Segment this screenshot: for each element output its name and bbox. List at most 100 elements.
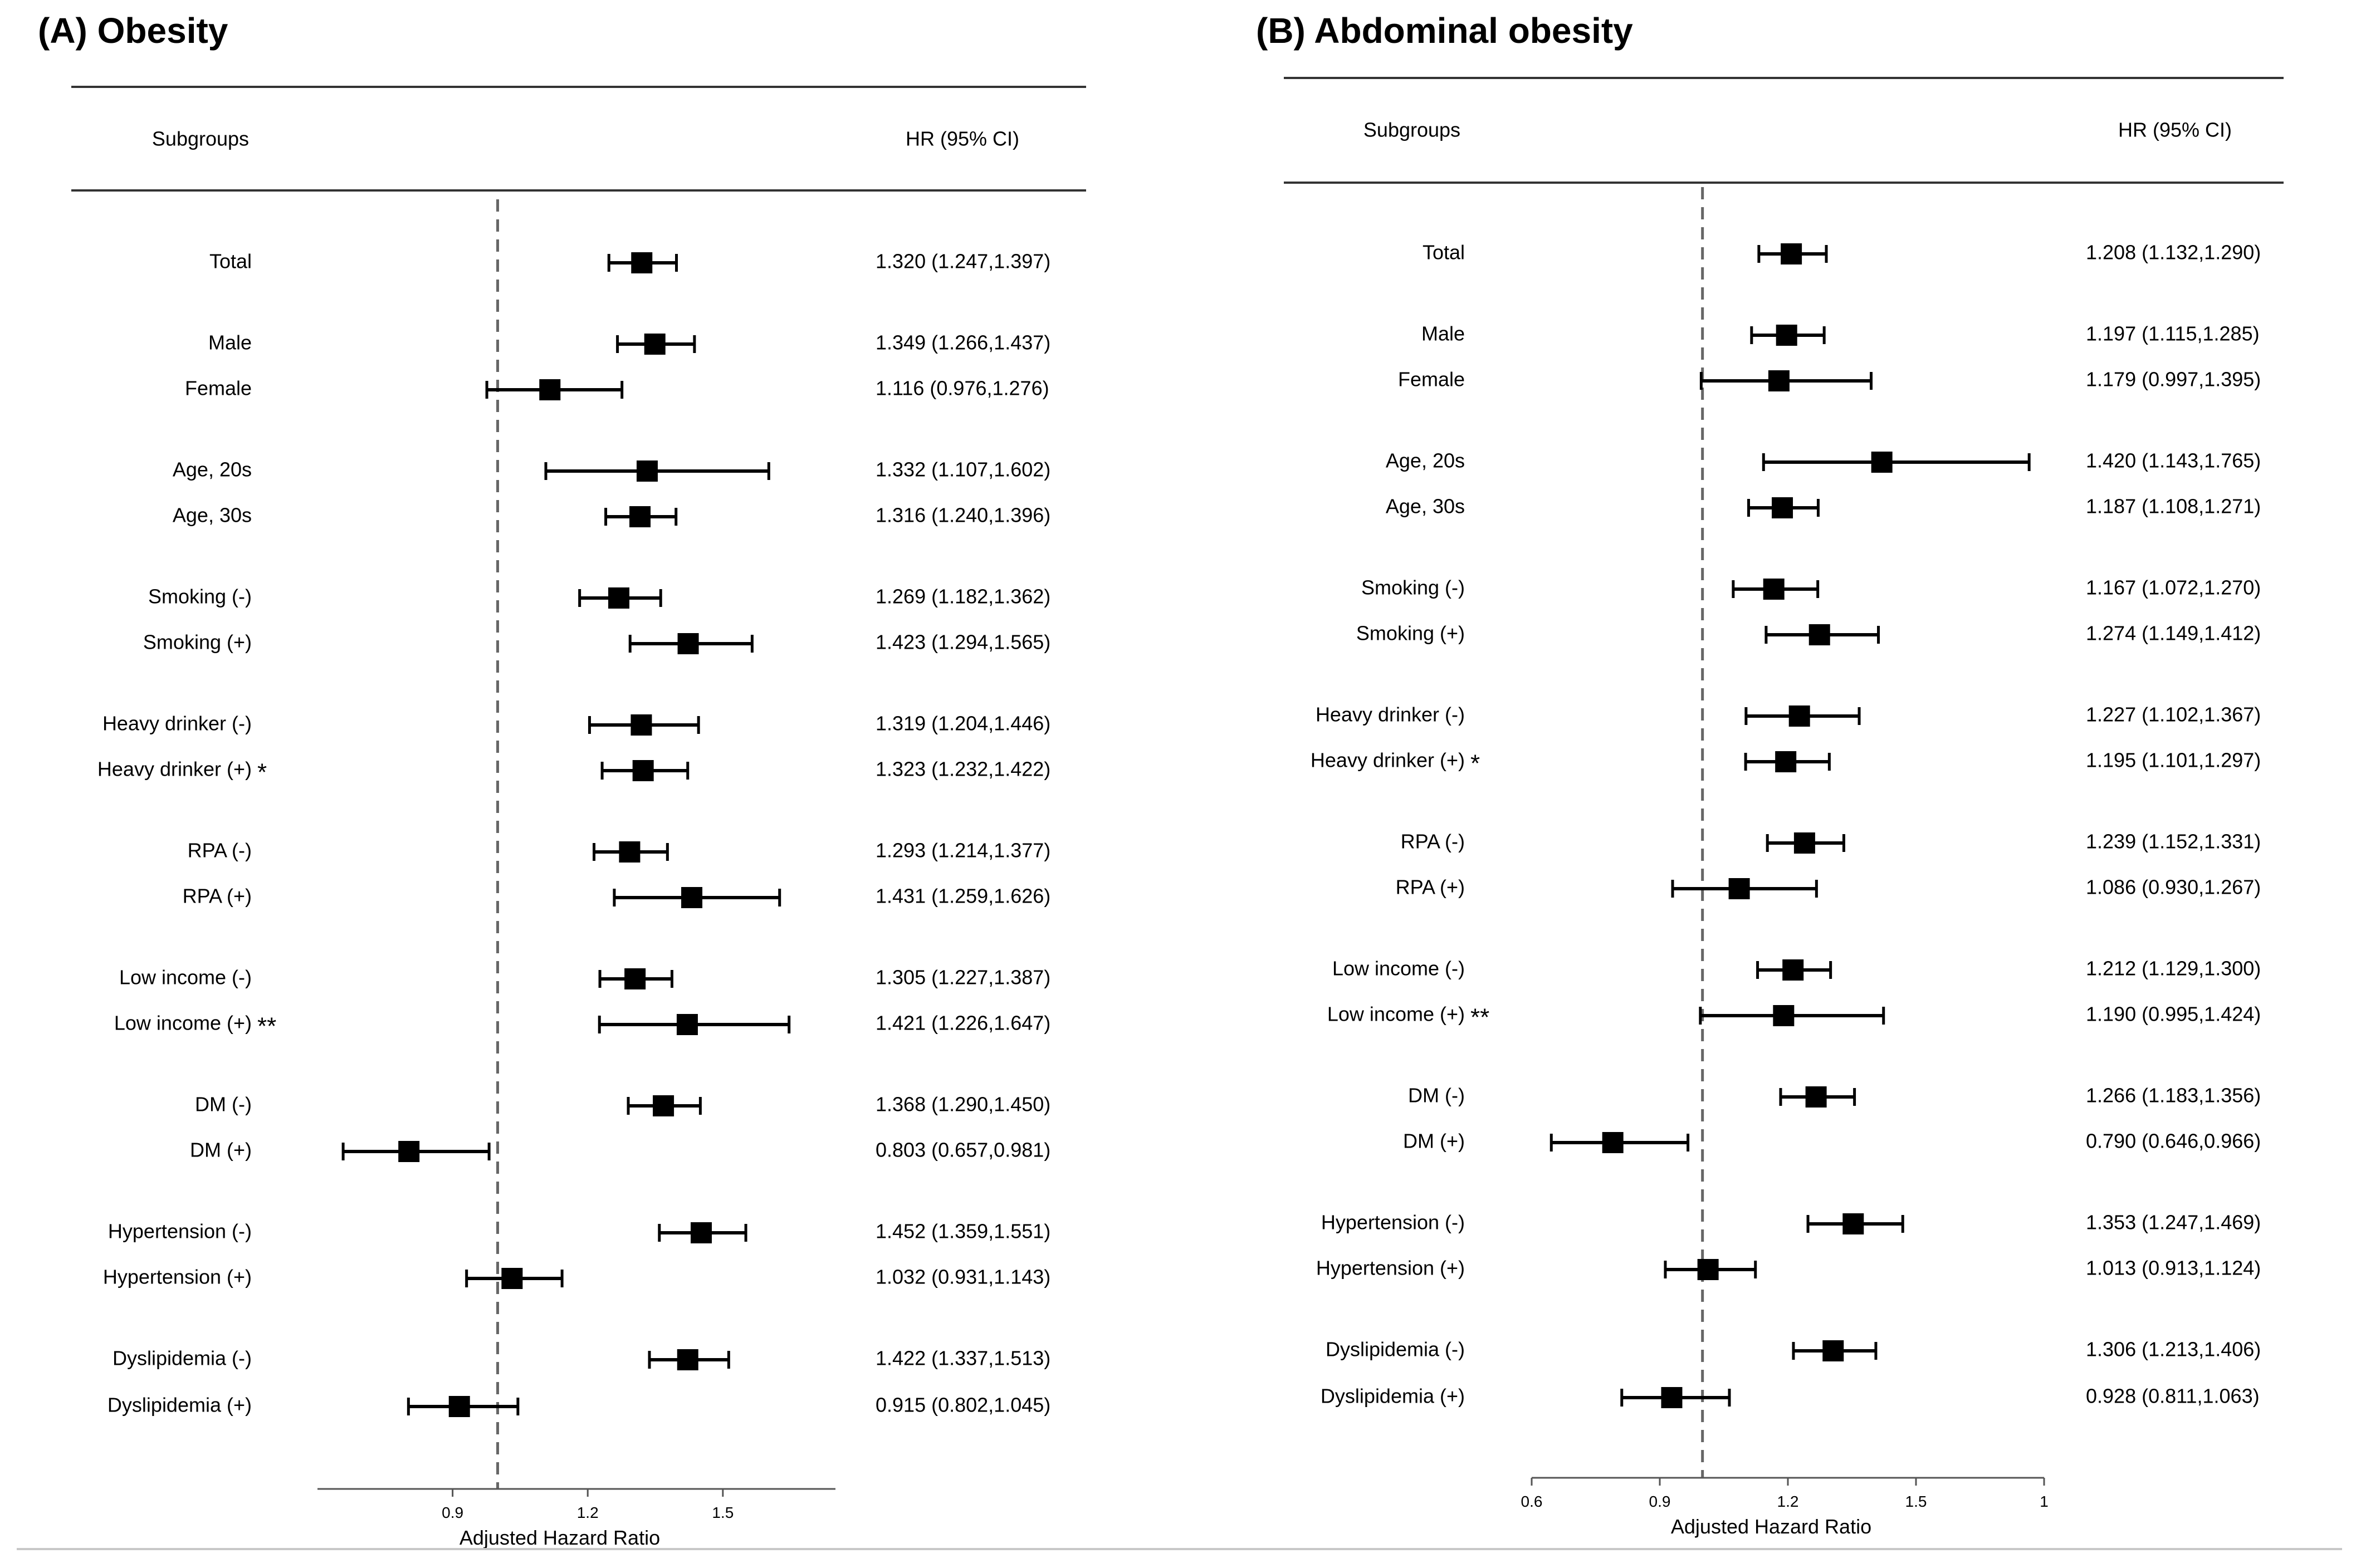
- hr-ci-value: 1.368 (1.290,1.450): [876, 1093, 1050, 1116]
- hr-ci-value: 1.269 (1.182,1.362): [876, 585, 1050, 608]
- hr-point-marker: [1773, 1005, 1795, 1026]
- hr-ci-value: 1.422 (1.337,1.513): [876, 1347, 1050, 1370]
- subgroup-label: Age, 20s: [173, 458, 252, 481]
- hr-ci-value: 1.349 (1.266,1.437): [876, 331, 1050, 354]
- significance-note: *: [1470, 750, 1480, 777]
- hr-point-marker: [608, 587, 630, 609]
- subgroup-label: RPA (-): [1401, 830, 1465, 853]
- hr-ci-value: 1.086 (0.930,1.267): [2086, 876, 2261, 899]
- hr-ci-value: 1.452 (1.359,1.551): [876, 1220, 1050, 1243]
- header-subgroups: Subgroups: [152, 128, 249, 150]
- hr-ci-value: 0.915 (0.802,1.045): [876, 1394, 1050, 1417]
- forest-panel-abdominal-obesity: (B) Abdominal obesity Subgroups HR (95% C…: [1178, 0, 2356, 1568]
- subgroup-label: Low income (-): [119, 966, 252, 989]
- subgroup-label: Smoking (-): [148, 585, 252, 608]
- hr-ci-value: 1.116 (0.976,1.276): [876, 377, 1049, 400]
- hr-ci-value: 1.187 (1.108,1.271): [2086, 495, 2261, 518]
- hr-point-marker: [1808, 624, 1830, 645]
- panel-title: (B) Abdominal obesity: [1256, 11, 1633, 51]
- hr-point-marker: [676, 1014, 698, 1035]
- hr-point-marker: [1763, 579, 1785, 600]
- x-tick-label: 1.5: [712, 1504, 734, 1521]
- subgroup-label: Age, 30s: [1386, 495, 1465, 518]
- hr-ci-value: 1.239 (1.152,1.331): [2086, 830, 2261, 853]
- hr-point-marker: [636, 460, 658, 482]
- subgroup-label: RPA (+): [1396, 876, 1465, 899]
- x-axis-label: Adjusted Hazard Ratio: [1671, 1515, 1871, 1538]
- hr-ci-value: 1.032 (0.931,1.143): [876, 1266, 1050, 1288]
- hr-point-marker: [1822, 1340, 1844, 1361]
- hr-ci-value: 1.179 (0.997,1.395): [2086, 368, 2261, 391]
- hr-point-marker: [677, 633, 699, 654]
- subgroup-label: Low income (-): [1332, 957, 1465, 980]
- hr-ci-value: 1.195 (1.101,1.297): [2086, 749, 2261, 772]
- hr-point-marker: [1793, 832, 1815, 854]
- subgroup-label: Hypertension (-): [1321, 1211, 1465, 1234]
- header-subgroups: Subgroups: [1363, 119, 1460, 141]
- subgroup-label: Dyslipidemia (-): [113, 1347, 252, 1370]
- hr-ci-value: 1.332 (1.107,1.602): [876, 458, 1050, 481]
- subgroup-label: DM (-): [1408, 1084, 1465, 1107]
- x-tick-label: 1.2: [577, 1504, 599, 1521]
- hr-point-marker: [1776, 325, 1797, 346]
- significance-note: **: [257, 1013, 276, 1040]
- hr-ci-value: 1.013 (0.913,1.124): [2086, 1257, 2261, 1280]
- hr-ci-value: 0.790 (0.646,0.966): [2086, 1130, 2261, 1153]
- hr-point-marker: [624, 968, 646, 989]
- hr-point-marker: [631, 252, 653, 273]
- hr-point-marker: [1697, 1259, 1719, 1280]
- hr-point-marker: [1772, 497, 1793, 518]
- hr-point-marker: [1602, 1132, 1624, 1153]
- hr-ci-value: 1.431 (1.259,1.626): [876, 885, 1050, 908]
- hr-ci-value: 1.197 (1.115,1.285): [2086, 322, 2260, 345]
- subgroup-label: Heavy drinker (+): [1311, 749, 1465, 772]
- hr-ci-value: 1.293 (1.214,1.377): [876, 839, 1050, 862]
- hr-ci-value: 1.320 (1.247,1.397): [876, 250, 1050, 273]
- subgroup-label: Age, 20s: [1386, 449, 1465, 472]
- subgroup-label: Dyslipidemia (-): [1326, 1338, 1465, 1361]
- hr-point-marker: [677, 1349, 698, 1370]
- hr-point-marker: [644, 334, 666, 355]
- hr-ci-value: 1.323 (1.232,1.422): [876, 758, 1050, 781]
- hr-point-marker: [653, 1095, 674, 1116]
- x-tick-label: 1: [2040, 1493, 2049, 1510]
- subgroup-label: Age, 30s: [173, 504, 252, 527]
- hr-ci-value: 0.803 (0.657,0.981): [876, 1139, 1050, 1162]
- hr-ci-value: 1.316 (1.240,1.396): [876, 504, 1050, 527]
- subgroup-label: Hypertension (+): [1316, 1257, 1465, 1280]
- hr-point-marker: [398, 1141, 420, 1162]
- forest-plot-abdominal-obesity: Subgroups HR (95% CI) 0.6 0.9 1.2 1.5 1 Adjuste…: [1284, 77, 2284, 1538]
- subgroup-label: Female: [1398, 368, 1465, 391]
- hr-point-marker: [1728, 878, 1750, 899]
- subgroup-label: RPA (-): [188, 839, 252, 862]
- hr-point-marker: [1788, 705, 1810, 727]
- hr-point-marker: [1775, 751, 1797, 772]
- subgroup-label: Smoking (+): [1356, 622, 1465, 645]
- panel-title: (A) Obesity: [38, 11, 228, 51]
- hr-point-marker: [1661, 1387, 1683, 1408]
- bottom-divider: [17, 1548, 2342, 1550]
- header-hr-ci: HR (95% CI): [906, 128, 1019, 150]
- hr-point-marker: [1805, 1086, 1827, 1108]
- hr-point-marker: [691, 1222, 712, 1243]
- significance-note: *: [257, 759, 267, 786]
- forest-panel-obesity: (A) Obesity Subgroups HR (95% CI) 0.9 1.2 1.…: [38, 11, 1086, 1549]
- hr-point-marker: [681, 887, 703, 908]
- subgroup-label: Smoking (-): [1361, 576, 1465, 599]
- subgroup-label: Total: [209, 250, 252, 273]
- x-tick-label: 0.6: [1521, 1493, 1543, 1510]
- subgroup-label: Male: [208, 331, 252, 354]
- hr-ci-value: 1.353 (1.247,1.469): [2086, 1211, 2261, 1234]
- hr-ci-value: 1.306 (1.213,1.406): [2086, 1338, 2261, 1361]
- hr-ci-value: 1.208 (1.132,1.290): [2086, 241, 2261, 264]
- hr-ci-value: 1.190 (0.995,1.424): [2086, 1003, 2261, 1026]
- subgroup-label: Heavy drinker (-): [102, 712, 252, 735]
- hr-ci-value: 1.266 (1.183,1.356): [2086, 1084, 2261, 1107]
- subgroup-label: Dyslipidemia (+): [107, 1394, 252, 1417]
- x-tick-label: 0.9: [1649, 1493, 1671, 1510]
- hr-point-marker: [1782, 959, 1804, 981]
- hr-point-marker: [619, 841, 641, 863]
- hr-ci-value: 1.420 (1.143,1.765): [2086, 449, 2261, 472]
- hr-point-marker: [1842, 1213, 1864, 1234]
- subgroup-label: Hypertension (+): [103, 1266, 252, 1288]
